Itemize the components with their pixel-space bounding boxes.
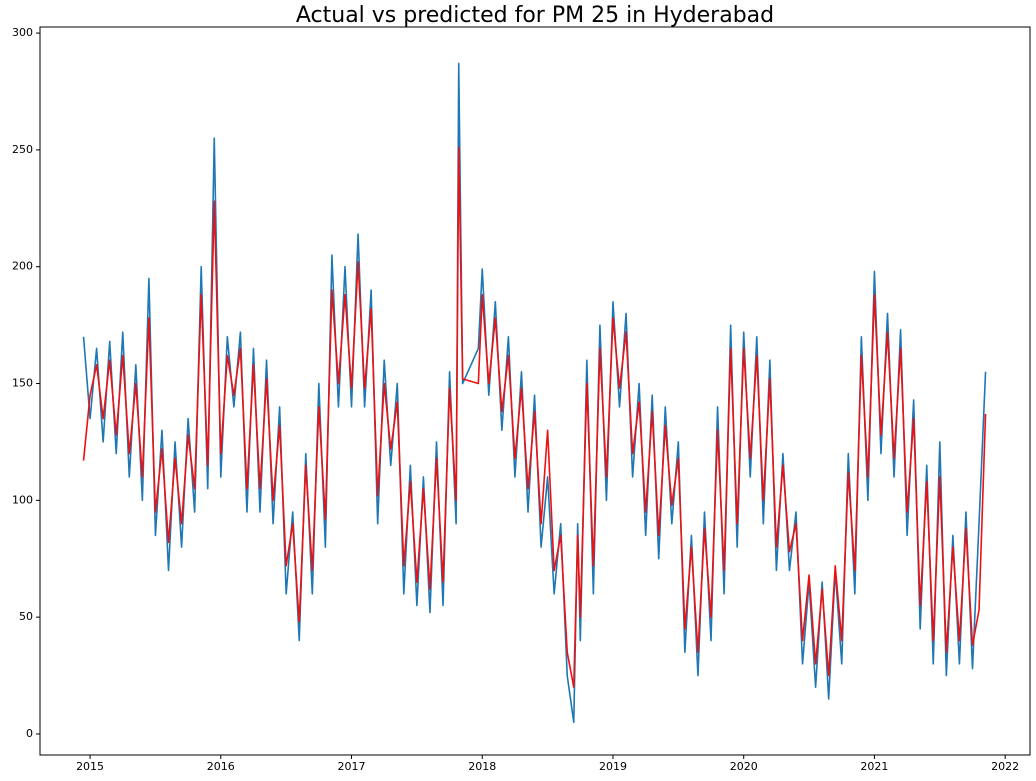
y-tick-label: 0 xyxy=(26,727,33,740)
y-tick-label: 50 xyxy=(19,610,33,623)
y-tick-label: 100 xyxy=(12,493,33,506)
x-tick-label: 2017 xyxy=(338,760,366,773)
y-tick-label: 250 xyxy=(12,143,33,156)
x-tick-label: 2019 xyxy=(599,760,627,773)
x-tick-label: 2018 xyxy=(468,760,496,773)
x-tick-label: 2016 xyxy=(207,760,235,773)
x-tick-label: 2021 xyxy=(860,760,888,773)
y-tick-label: 300 xyxy=(12,26,33,39)
series-line xyxy=(82,146,987,689)
x-tick-label: 2015 xyxy=(76,760,104,773)
y-tick-label: 150 xyxy=(12,377,33,390)
x-tick-label: 2022 xyxy=(991,760,1019,773)
y-tick-label: 200 xyxy=(12,260,33,273)
chart-title: Actual vs predicted for PM 25 in Hyderab… xyxy=(296,3,774,28)
x-tick-label: 2020 xyxy=(730,760,758,773)
plot-frame xyxy=(39,26,1031,756)
